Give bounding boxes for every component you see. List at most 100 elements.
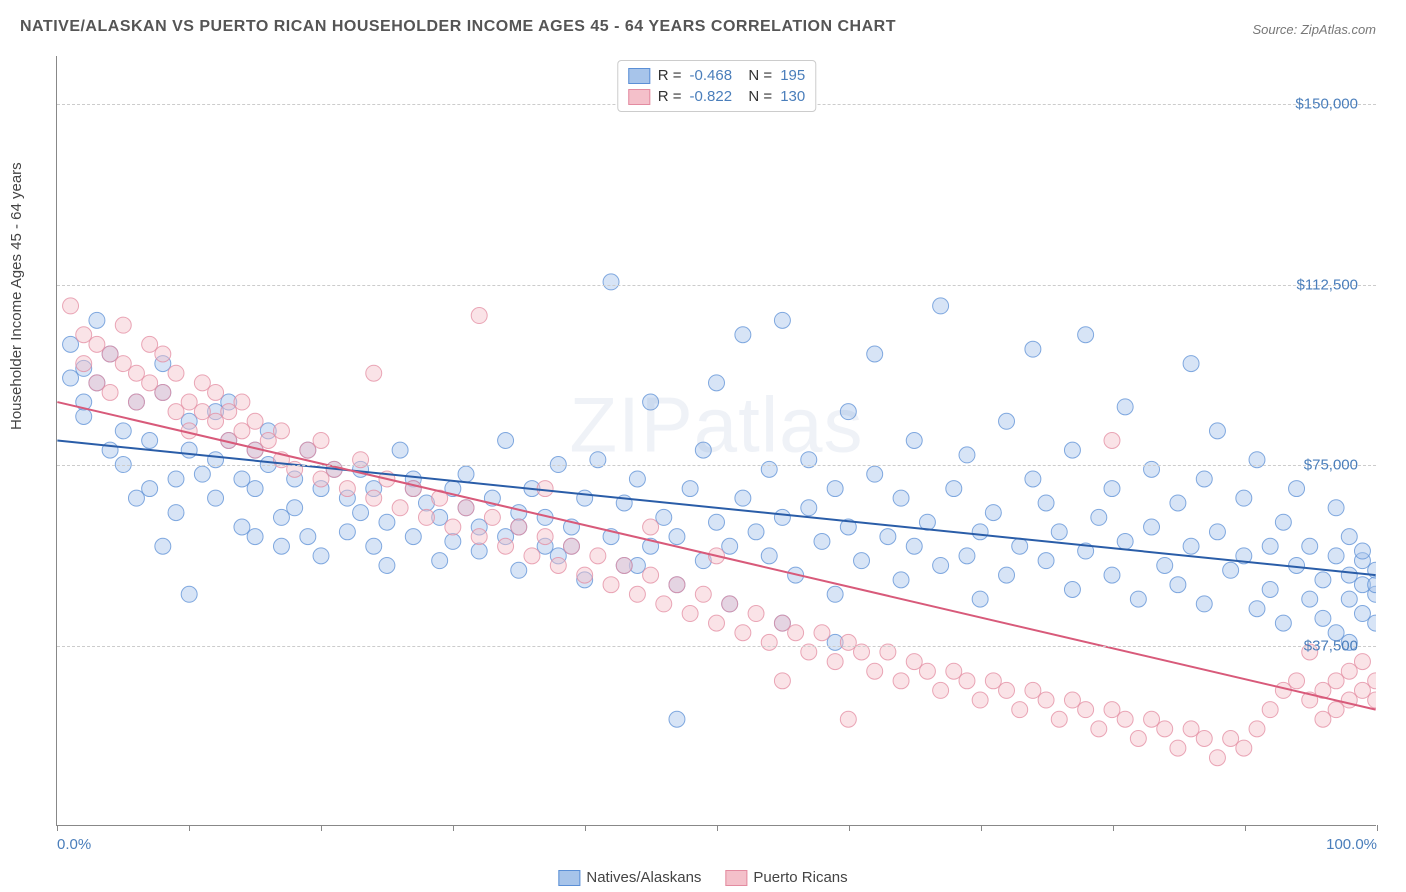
data-point <box>722 596 738 612</box>
x-tick <box>57 825 58 831</box>
data-point <box>1328 673 1344 689</box>
data-point <box>1341 663 1357 679</box>
data-point <box>1025 341 1041 357</box>
data-point <box>946 663 962 679</box>
stat-value-r: -0.822 <box>690 88 733 105</box>
data-point <box>300 442 316 458</box>
data-point <box>709 375 725 391</box>
data-point <box>735 327 751 343</box>
data-point <box>76 408 92 424</box>
data-point <box>1196 730 1212 746</box>
data-point <box>1354 606 1370 622</box>
data-point <box>537 529 553 545</box>
data-point <box>458 500 474 516</box>
data-point <box>115 356 131 372</box>
data-point <box>1157 721 1173 737</box>
data-point <box>590 548 606 564</box>
data-point <box>933 682 949 698</box>
data-point <box>695 586 711 602</box>
legend-swatch <box>628 68 650 84</box>
data-point <box>511 505 527 521</box>
data-point <box>1104 702 1120 718</box>
data-point <box>682 481 698 497</box>
data-point <box>946 481 962 497</box>
data-point <box>972 692 988 708</box>
stat-value-n: 195 <box>780 67 805 84</box>
data-point <box>1130 591 1146 607</box>
data-point <box>181 586 197 602</box>
data-point <box>959 548 975 564</box>
x-tick-label: 0.0% <box>57 836 91 853</box>
data-point <box>168 505 184 521</box>
data-point <box>1223 562 1239 578</box>
data-point <box>1038 495 1054 511</box>
data-point <box>76 327 92 343</box>
data-point <box>221 404 237 420</box>
data-point <box>1209 423 1225 439</box>
legend-stat-row: R = -0.468 N = 195 <box>628 65 805 86</box>
data-point <box>128 490 144 506</box>
source-attribution: Source: ZipAtlas.com <box>1252 22 1376 37</box>
x-tick <box>1377 825 1378 831</box>
data-point <box>1144 519 1160 535</box>
data-point <box>959 447 975 463</box>
data-point <box>1302 538 1318 554</box>
data-point <box>313 433 329 449</box>
gridline-h <box>57 646 1376 647</box>
data-point <box>1170 740 1186 756</box>
data-point <box>115 423 131 439</box>
legend-series-item: Natives/Alaskans <box>558 869 701 886</box>
x-tick <box>981 825 982 831</box>
data-point <box>168 471 184 487</box>
data-point <box>840 634 856 650</box>
data-point <box>1289 481 1305 497</box>
data-point <box>1341 529 1357 545</box>
data-point <box>735 625 751 641</box>
data-point <box>1328 500 1344 516</box>
data-point <box>774 509 790 525</box>
data-point <box>774 673 790 689</box>
data-point <box>1038 553 1054 569</box>
data-point <box>273 509 289 525</box>
data-point <box>1091 509 1107 525</box>
data-point <box>537 481 553 497</box>
data-point <box>1354 682 1370 698</box>
data-point <box>867 346 883 362</box>
data-point <box>972 591 988 607</box>
data-point <box>1064 582 1080 598</box>
x-tick <box>849 825 850 831</box>
data-point <box>287 500 303 516</box>
data-point <box>1315 711 1331 727</box>
data-point <box>1051 711 1067 727</box>
data-point <box>1262 582 1278 598</box>
data-point <box>1262 702 1278 718</box>
data-point <box>142 375 158 391</box>
data-point <box>63 298 79 314</box>
stat-value-n: 130 <box>780 88 805 105</box>
data-point <box>827 586 843 602</box>
data-point <box>208 384 224 400</box>
data-point <box>603 274 619 290</box>
data-point <box>1144 711 1160 727</box>
data-point <box>247 529 263 545</box>
data-point <box>234 471 250 487</box>
stat-label-r: R = <box>658 88 682 105</box>
data-point <box>1117 399 1133 415</box>
data-point <box>761 548 777 564</box>
data-point <box>102 346 118 362</box>
data-point <box>102 384 118 400</box>
data-point <box>1209 750 1225 766</box>
data-point <box>1249 601 1265 617</box>
y-tick-label: $75,000 <box>1304 457 1358 474</box>
data-point <box>761 461 777 477</box>
data-point <box>194 404 210 420</box>
stat-value-r: -0.468 <box>690 67 733 84</box>
data-point <box>919 663 935 679</box>
data-point <box>1170 577 1186 593</box>
data-point <box>445 533 461 549</box>
data-point <box>1302 591 1318 607</box>
chart-title: NATIVE/ALASKAN VS PUERTO RICAN HOUSEHOLD… <box>20 18 896 36</box>
data-point <box>1117 533 1133 549</box>
data-point <box>89 312 105 328</box>
data-point <box>1236 490 1252 506</box>
